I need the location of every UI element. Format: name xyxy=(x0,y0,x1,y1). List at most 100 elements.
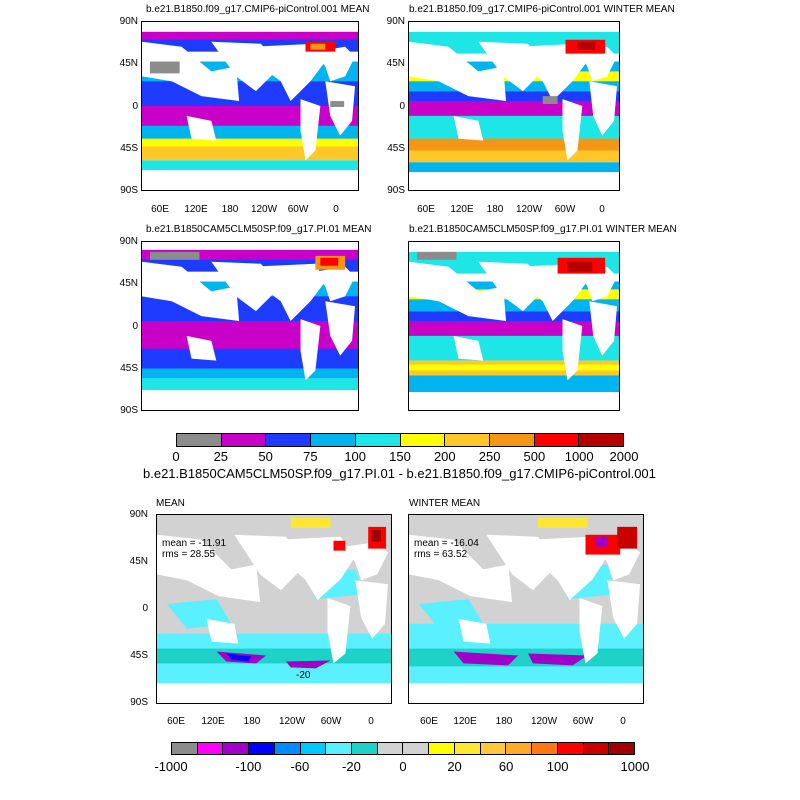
colorbar-swatch xyxy=(489,434,535,446)
colorbar-label: 2000 xyxy=(609,449,639,464)
lon-label: 60E xyxy=(417,204,435,215)
lat-label: 90N xyxy=(129,509,148,520)
colorbar-label: -20 xyxy=(342,759,361,774)
lat-label: 90S xyxy=(120,405,138,416)
colorbar-swatch xyxy=(557,743,584,754)
lat-label: 90S xyxy=(130,697,148,708)
colorbar-swatch xyxy=(355,434,401,446)
colorbar-swatch xyxy=(454,743,481,754)
colorbar-label: -100 xyxy=(235,759,262,774)
panel-title-4: b.e21.B1850CAM5CLM50SP.f09_g17.PI.01 WIN… xyxy=(409,224,677,235)
diff-map-1 xyxy=(156,514,392,704)
lon-label: 120W xyxy=(515,204,543,215)
diff-panel-title-2: WINTER MEAN xyxy=(409,498,481,509)
lon-label: 60E xyxy=(167,716,185,727)
colorbar-label: 150 xyxy=(389,449,411,464)
lat-label: 90N xyxy=(119,236,138,247)
lat-label: 0 xyxy=(142,603,148,614)
colorbar-label: 1000 xyxy=(620,759,650,774)
map-panel-1 xyxy=(141,21,359,191)
lat-label: 45N xyxy=(386,58,405,69)
mean-annotation: mean = -16.04 xyxy=(414,538,479,549)
colorbar-swatch xyxy=(223,743,250,754)
colorbar-label: 0 xyxy=(172,449,180,464)
lon-label: 120E xyxy=(450,204,474,215)
colorbar-swatch xyxy=(249,743,275,754)
contour-label: -20 xyxy=(296,670,311,681)
lon-label: 0 xyxy=(620,716,626,727)
lon-label: 180 xyxy=(243,716,261,727)
lon-label: 60W xyxy=(287,204,309,215)
lat-label: 45N xyxy=(119,278,138,289)
lon-label: 120E xyxy=(201,716,225,727)
lon-label: 120W xyxy=(530,716,558,727)
panel-title-1: b.e21.B1850.f09_g17.CMIP6-piControl.001 … xyxy=(146,4,370,15)
lon-label: 180 xyxy=(486,204,504,215)
map-panel-4 xyxy=(408,241,620,411)
colorbar-label: -60 xyxy=(290,759,310,774)
lat-label: 45S xyxy=(387,143,405,154)
lat-label: 45S xyxy=(120,363,138,374)
colorbar-swatch xyxy=(221,434,267,446)
colorbar-swatch xyxy=(609,743,634,754)
lat-label: 90N xyxy=(119,16,138,27)
lon-label: 180 xyxy=(221,204,239,215)
colorbar-swatch xyxy=(377,743,404,754)
lat-label: 0 xyxy=(132,101,138,112)
colorbar-label: 100 xyxy=(344,449,367,464)
lon-label: 60W xyxy=(320,716,342,727)
lon-label: 60W xyxy=(572,716,594,727)
colorbar-swatch xyxy=(534,434,580,446)
lat-label: 45N xyxy=(119,58,138,69)
colorbar-swatch xyxy=(300,743,327,754)
colorbar-label: 25 xyxy=(213,449,229,464)
colorbar-label: 50 xyxy=(258,449,273,464)
map-panel-3 xyxy=(141,241,359,411)
colorbar-label: 500 xyxy=(523,449,546,464)
panel-title-2: b.e21.B1850.f09_g17.CMIP6-piControl.001 … xyxy=(409,4,675,15)
diff-map-2 xyxy=(408,514,644,704)
difference-title: b.e21.B1850CAM5CLM50SP.f09_g17.PI.01 - b… xyxy=(143,466,656,481)
lon-label: 120W xyxy=(250,204,278,215)
lon-label: 0 xyxy=(368,716,374,727)
lon-label: 0 xyxy=(333,204,339,215)
lat-label: 0 xyxy=(132,321,138,332)
lon-label: 60W xyxy=(554,204,576,215)
rms-annotation: rms = 28.55 xyxy=(162,549,216,560)
colorbar-label: -1000 xyxy=(154,759,188,774)
lon-label: 120E xyxy=(453,716,477,727)
colorbar-swatch xyxy=(326,743,353,754)
lon-label: 180 xyxy=(495,716,513,727)
colorbar-swatch xyxy=(197,743,224,754)
diff-panel-title-1: MEAN xyxy=(156,498,185,509)
colorbar-label: 100 xyxy=(546,759,569,774)
lat-label: 45S xyxy=(130,650,148,661)
bottom-colorbar xyxy=(171,742,635,755)
colorbar-swatch xyxy=(583,743,610,754)
colorbar-swatch xyxy=(274,743,301,754)
colorbar-label: 75 xyxy=(303,449,318,464)
lat-label: 45S xyxy=(120,143,138,154)
colorbar-label: 200 xyxy=(433,449,456,464)
colorbar-label: 60 xyxy=(498,759,514,774)
colorbar-swatch xyxy=(429,743,455,754)
colorbar-label: 0 xyxy=(399,759,407,774)
top-colorbar xyxy=(176,433,624,447)
lon-label: 120W xyxy=(278,716,306,727)
colorbar-swatch xyxy=(177,434,222,446)
colorbar-swatch xyxy=(579,434,624,446)
colorbar-swatch xyxy=(311,434,356,446)
lat-label: 90S xyxy=(120,185,138,196)
colorbar-swatch xyxy=(403,743,430,754)
lon-label: 120E xyxy=(184,204,208,215)
colorbar-swatch xyxy=(532,743,558,754)
lat-label: 45N xyxy=(129,556,148,567)
lat-label: 90N xyxy=(386,16,405,27)
panel-title-3: b.e21.B1850CAM5CLM50SP.f09_g17.PI.01 MEA… xyxy=(146,224,372,235)
map-panel-2 xyxy=(408,21,620,191)
lon-label: 0 xyxy=(599,204,605,215)
colorbar-label: 1000 xyxy=(564,449,594,464)
lat-label: 0 xyxy=(399,101,405,112)
lon-label: 60E xyxy=(151,204,169,215)
colorbar-swatch xyxy=(480,743,507,754)
